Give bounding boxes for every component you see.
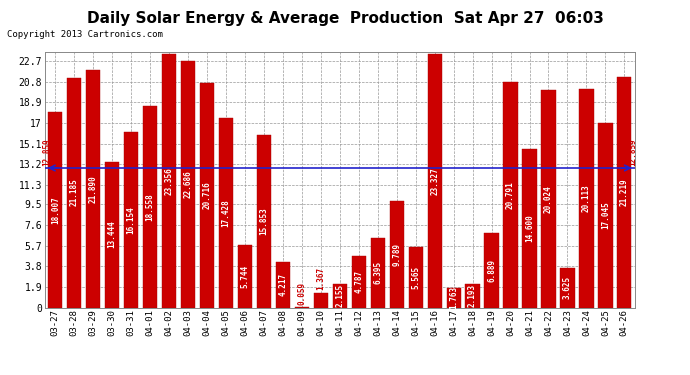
Text: 12.859: 12.859 [43,139,52,166]
Text: 5.744: 5.744 [241,265,250,288]
Text: 12.859: 12.859 [628,139,637,166]
Bar [352,255,366,308]
Bar [560,268,575,308]
Text: 4.787: 4.787 [354,270,364,293]
Text: 17.045: 17.045 [601,201,610,229]
Text: 13.444: 13.444 [108,220,117,248]
Text: 6.889: 6.889 [487,258,496,282]
Bar [276,262,290,308]
Bar [143,106,157,307]
Text: 0.059: 0.059 [297,282,306,305]
Bar [333,284,347,308]
Text: 21.219: 21.219 [620,178,629,206]
Bar [446,288,461,308]
Bar [86,70,100,308]
Text: 15.853: 15.853 [259,208,268,236]
Text: 2.155: 2.155 [335,284,344,308]
Bar [390,201,404,308]
Bar [162,54,176,307]
Bar [371,238,385,308]
Bar [238,245,252,308]
Bar [466,284,480,308]
Bar [105,162,119,308]
Bar [522,149,537,308]
Text: 20.024: 20.024 [544,185,553,213]
Text: 14.600: 14.600 [525,214,534,242]
Bar [219,118,233,308]
Bar [314,292,328,308]
Text: 23.327: 23.327 [430,167,439,195]
Text: 4.217: 4.217 [279,273,288,296]
Text: Copyright 2013 Cartronics.com: Copyright 2013 Cartronics.com [7,30,163,39]
Text: 5.565: 5.565 [411,266,420,289]
Bar [124,132,138,308]
Bar [257,135,271,308]
Text: 1.763: 1.763 [449,286,458,309]
Text: 20.716: 20.716 [203,181,212,209]
Text: 20.791: 20.791 [506,181,515,209]
Text: 3.625: 3.625 [563,276,572,299]
Text: 9.789: 9.789 [392,243,401,266]
Text: 21.185: 21.185 [70,178,79,206]
Text: 18.007: 18.007 [51,196,60,223]
Text: 16.154: 16.154 [127,206,136,234]
Text: 21.890: 21.890 [89,175,98,202]
Text: 18.558: 18.558 [146,193,155,221]
Bar [484,233,499,308]
Text: 17.428: 17.428 [221,199,230,227]
Bar [580,89,593,308]
Text: 2.193: 2.193 [468,284,477,307]
Bar [48,112,62,308]
Bar [598,123,613,308]
Bar [542,90,555,308]
Text: Daily Solar Energy & Average  Production  Sat Apr 27  06:03: Daily Solar Energy & Average Production … [86,11,604,26]
Text: 1.367: 1.367 [316,267,326,291]
Bar [428,54,442,307]
Bar [200,83,214,308]
Text: 23.356: 23.356 [165,167,174,195]
Bar [295,307,309,308]
Bar [408,247,423,308]
Bar [67,78,81,308]
Text: 6.395: 6.395 [373,261,382,284]
Bar [504,82,518,308]
Text: 20.113: 20.113 [582,184,591,212]
Text: 22.686: 22.686 [184,171,193,198]
Bar [618,77,631,308]
Bar [181,62,195,308]
